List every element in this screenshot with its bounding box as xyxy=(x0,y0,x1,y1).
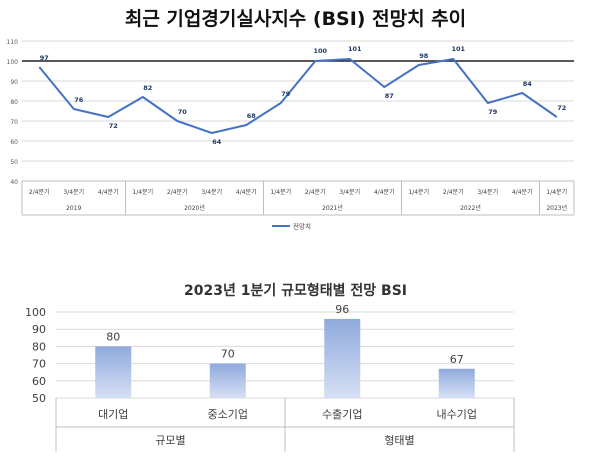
bar-chart-title: 2023년 1분기 규모형태별 전망 BSI xyxy=(184,283,407,299)
data-label: 87 xyxy=(385,92,394,100)
x-tick-label: 1/4분기 xyxy=(132,188,153,196)
data-label: 76 xyxy=(74,96,84,104)
line-chart: 40 50 60 70 80 90 100 110 2/4분기 3/4분기 4/4분기 1/4분기 2/… xyxy=(7,39,575,231)
y-tick-label: 60 xyxy=(10,139,18,146)
y-tick-label: 80 xyxy=(32,340,46,353)
data-label: 101 xyxy=(348,45,362,53)
x-tick-label: 1/4분기 xyxy=(408,188,429,196)
x-tick-label: 1/4분기 xyxy=(270,188,291,196)
x-group-label: 2023년 xyxy=(546,204,567,212)
x-group-label: 규모별 xyxy=(155,434,185,447)
x-group-label: 2022년 xyxy=(460,204,481,212)
data-label: 82 xyxy=(143,84,152,92)
data-label: 67 xyxy=(450,353,464,366)
data-label: 79 xyxy=(281,90,291,98)
bar xyxy=(438,368,475,398)
x-group-label: 2020년 xyxy=(184,204,205,212)
x-group-label: 2019 xyxy=(66,205,81,212)
data-label: 98 xyxy=(419,52,429,60)
data-label: 70 xyxy=(221,348,235,361)
y-tick-label: 100 xyxy=(25,306,46,319)
x-group-label: 형태별 xyxy=(384,434,414,447)
y-tick-label: 70 xyxy=(10,119,18,126)
x-tick-label: 3/4분기 xyxy=(339,188,360,196)
y-tick-label: 40 xyxy=(10,179,18,186)
x-tick-label: 2/4분기 xyxy=(29,188,50,196)
x-tick-label: 4/4분기 xyxy=(374,188,395,196)
y-tick-label: 80 xyxy=(10,99,18,106)
x-tick-label: 3/4분기 xyxy=(201,188,222,196)
series-line-전망치 xyxy=(38,58,558,134)
y-tick-label: 90 xyxy=(10,79,18,86)
y-tick-label: 60 xyxy=(32,375,46,388)
data-label: 70 xyxy=(178,108,188,116)
legend-label: 전망치 xyxy=(293,222,311,231)
x-tick-label: 2/4분기 xyxy=(305,188,326,196)
x-tick-label: 내수기업 xyxy=(437,408,477,421)
y-tick-label: 110 xyxy=(7,39,19,46)
x-tick-label: 4/4분기 xyxy=(512,188,533,196)
x-tick-label: 3/4분기 xyxy=(477,188,498,196)
x-tick-label: 중소기업 xyxy=(208,408,248,421)
data-label: 79 xyxy=(488,108,498,116)
data-label: 96 xyxy=(335,303,349,316)
x-tick-label: 1/4분기 xyxy=(546,188,567,196)
data-label: 100 xyxy=(313,47,327,55)
x-group-label: 2021년 xyxy=(322,204,343,212)
data-label: 80 xyxy=(106,330,120,343)
data-label: 84 xyxy=(523,80,533,88)
data-label: 68 xyxy=(247,112,257,120)
x-tick-label: 대기업 xyxy=(98,408,128,421)
x-tick-label: 2/4분기 xyxy=(443,188,464,196)
x-tick-label: 수출기업 xyxy=(322,408,362,421)
x-tick-label: 4/4분기 xyxy=(236,188,257,196)
bar xyxy=(95,346,132,398)
y-tick-label: 70 xyxy=(32,358,46,371)
data-label: 72 xyxy=(109,122,118,130)
data-label: 72 xyxy=(557,104,566,112)
data-label: 101 xyxy=(451,45,465,53)
y-tick-label: 50 xyxy=(32,392,46,405)
data-label: 64 xyxy=(212,138,222,146)
x-tick-label: 3/4분기 xyxy=(63,188,84,196)
data-label: 97 xyxy=(40,54,49,62)
x-tick-label: 2/4분기 xyxy=(167,188,188,196)
line-chart-title: 최근 기업경기실사지수 (BSI) 전망치 추이 xyxy=(124,8,467,30)
x-tick-label: 4/4분기 xyxy=(98,188,119,196)
bar xyxy=(324,318,361,398)
y-tick-label: 100 xyxy=(7,59,19,66)
y-tick-label: 90 xyxy=(32,323,46,336)
y-tick-label: 50 xyxy=(10,159,18,166)
bar xyxy=(209,363,246,398)
